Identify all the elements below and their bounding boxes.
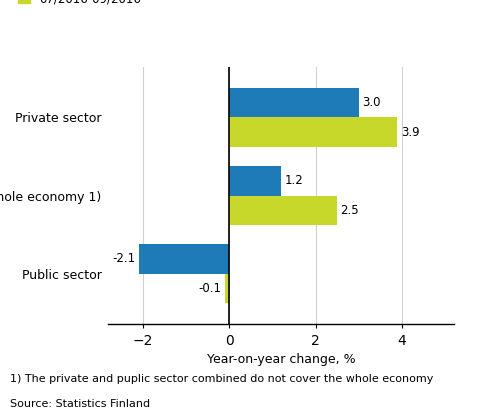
Text: 3.0: 3.0 bbox=[362, 96, 381, 109]
Text: -2.1: -2.1 bbox=[112, 253, 135, 265]
Bar bbox=[229, 166, 281, 196]
X-axis label: Year-on-year change, %: Year-on-year change, % bbox=[207, 353, 355, 366]
Text: Source: Statistics Finland: Source: Statistics Finland bbox=[10, 399, 150, 409]
Text: 1) The private and puplic sector combined do not cover the whole economy: 1) The private and puplic sector combine… bbox=[10, 374, 433, 384]
Text: 2.5: 2.5 bbox=[341, 204, 359, 217]
Bar bbox=[139, 244, 229, 274]
Bar bbox=[229, 196, 337, 225]
Legend: 07/2017-09/2017, 07/2016-09/2016: 07/2017-09/2017, 07/2016-09/2016 bbox=[18, 0, 141, 5]
Bar bbox=[225, 274, 229, 303]
Bar bbox=[229, 88, 358, 117]
Text: 3.9: 3.9 bbox=[401, 126, 420, 139]
Bar bbox=[229, 117, 397, 147]
Text: -0.1: -0.1 bbox=[199, 282, 221, 295]
Text: 1.2: 1.2 bbox=[284, 174, 303, 187]
